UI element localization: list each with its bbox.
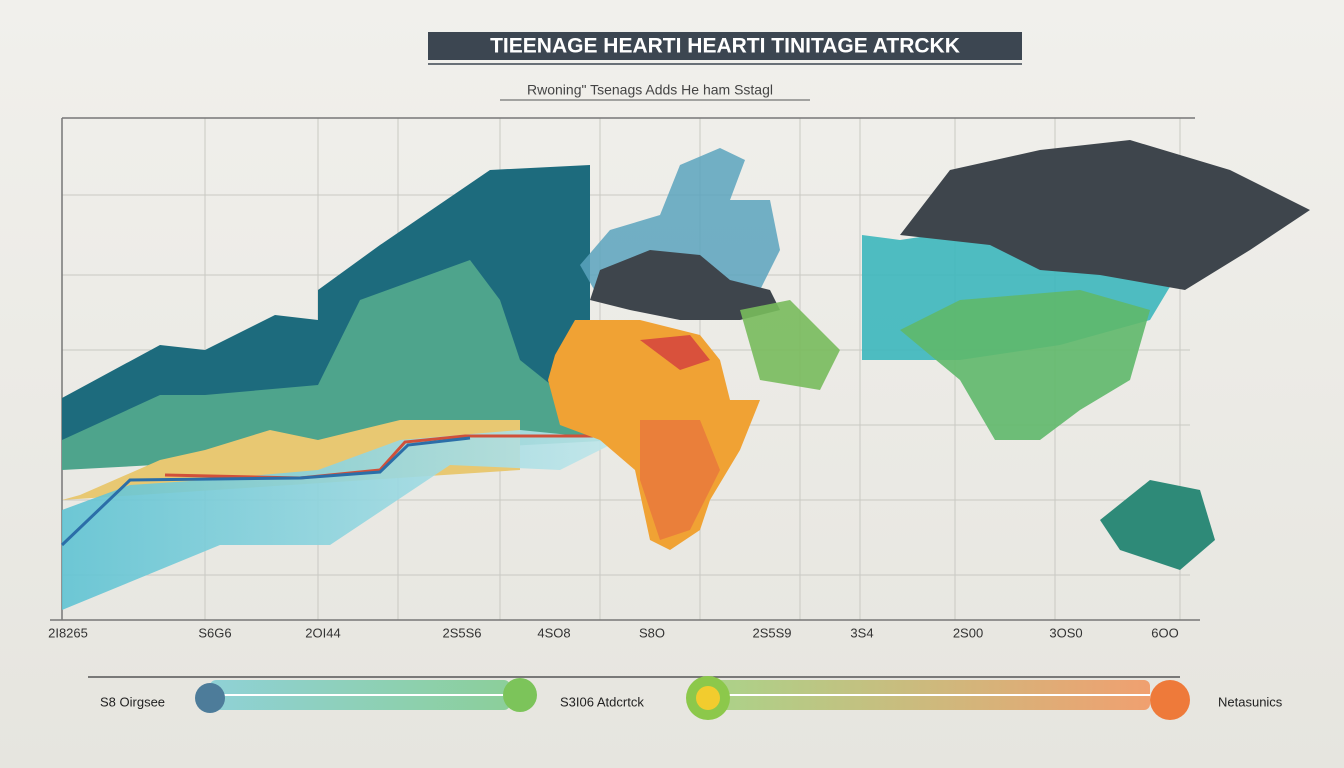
axis-label: S6G6	[198, 625, 231, 640]
axis-label: 2I8265	[48, 625, 88, 640]
trend-blue	[60, 436, 471, 547]
legend-icon	[503, 678, 537, 712]
legend-label: S8 Oirgsee	[100, 694, 165, 709]
map-australia	[1100, 480, 1215, 570]
map-region-red	[640, 335, 710, 370]
legend-label: Netasunics	[1218, 694, 1283, 709]
title: TIEENAGE HEARTI HEARTI TINITAGE ATRCKK	[490, 35, 960, 58]
map-asia-south	[900, 290, 1150, 440]
axis-labels: 2I8265 S6G6 2OI44 2S5S6 4SO8 S8O 2S5S9 3…	[48, 625, 1179, 640]
area-lightblue	[62, 430, 620, 610]
axis-label: 4SO8	[537, 625, 570, 640]
legend-label: S3I06 Atdcrtck	[560, 694, 644, 709]
axis-label: 3OS0	[1049, 625, 1082, 640]
legend-icon	[696, 686, 720, 710]
title-box	[428, 32, 1022, 60]
axis-label: 2S00	[953, 625, 983, 640]
axis-label: 2S5S6	[442, 625, 481, 640]
axis-label: 6OO	[1151, 625, 1178, 640]
axis-label: 3S4	[850, 625, 873, 640]
area-green	[62, 260, 620, 470]
map-middle-east	[740, 300, 840, 390]
map-asia-north	[900, 140, 1310, 290]
legend-icon	[1150, 680, 1190, 720]
map-region-orange	[640, 420, 720, 540]
legend-icon	[195, 683, 225, 713]
legend: S8 Oirgsee S3I06 Atdcrtck Netasunics	[100, 694, 1283, 709]
subtitle: Rwoning" Tsenags Adds He ham Sstagl	[527, 82, 773, 98]
map-mediterranean	[590, 250, 780, 320]
axis-label: 2OI44	[305, 625, 340, 640]
axis-label: 2S5S9	[752, 625, 791, 640]
axis-label: S8O	[639, 625, 665, 640]
